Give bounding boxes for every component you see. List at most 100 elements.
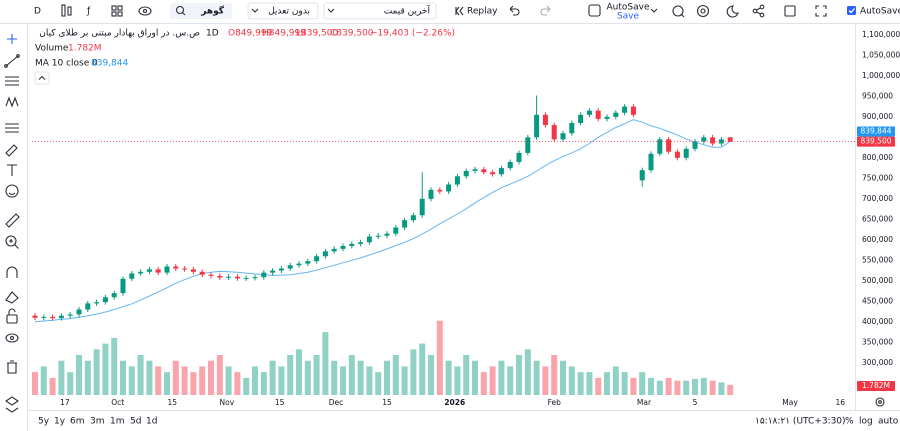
range-button[interactable]: 1y [54,417,66,427]
price-type-dropdown[interactable] [323,2,437,20]
volume-bar [630,377,637,395]
volume-bar [586,372,593,395]
volume-bar [392,355,399,395]
volume-bar [93,349,100,395]
range-button[interactable]: 1d [146,417,157,427]
candle-body [58,315,64,319]
volume-bar [111,337,118,395]
range-button[interactable]: 5d [130,417,141,427]
scale-settings[interactable] [875,397,885,407]
dropdown-arrow [251,8,259,13]
symbol-search-box[interactable] [170,3,232,19]
low-value: L839,500 [296,29,339,39]
search-icon [175,5,186,16]
candle-body [437,189,443,192]
candle-body [226,276,232,278]
range-button[interactable]: 3m [90,417,105,427]
collapse-legend-button[interactable] [34,71,50,85]
percent-toggle[interactable]: % [845,417,854,427]
volume-bar [480,372,487,395]
adjustment-dropdown[interactable] [247,2,319,20]
volume-bar [287,355,294,395]
x-tick-label: 5 [693,398,698,407]
auto-toggle[interactable]: auto [878,417,899,427]
candle-body [507,161,513,169]
volume-bar [348,355,355,395]
save-dropdown-arrow[interactable] [650,8,658,13]
autosave-checkbox[interactable] [847,6,856,15]
ma-price-tag [857,126,895,137]
volume-bar [489,366,496,395]
volume-bar [172,360,179,395]
candle-body [173,266,179,269]
undo-button[interactable] [509,5,520,16]
candle-body [648,153,654,171]
volume-bar [507,366,514,395]
layout-button[interactable] [111,5,123,17]
candle-body [76,309,82,315]
volume-bar [251,366,258,395]
y-tick-label: 600,000 [862,235,893,244]
x-tick-label: 2026 [444,398,465,407]
candle-body [710,137,716,144]
candle-body [331,248,337,252]
share-button[interactable] [752,4,765,18]
candle-body [340,245,346,249]
price-type-text[interactable]: آخرین قیمت [384,5,431,17]
volume-bar [199,366,206,395]
candle-body [366,236,372,243]
candle-body [102,297,108,303]
range-button[interactable]: 5y [38,417,50,427]
volume-bar [243,377,250,395]
candle-body [234,276,240,279]
candle-body [490,172,496,175]
x-tick-label: 15 [275,398,285,407]
theme-button[interactable] [726,5,739,18]
layout-save-icon[interactable] [588,4,601,17]
drawing-tools[interactable] [4,34,20,413]
candle-body [595,110,601,119]
range-bar: 5y 1y 6m 3m 1m 5d 1d [38,417,157,427]
snapshot-button[interactable] [784,5,796,17]
x-tick-label: Feb [548,398,562,407]
y-tick-label: 800,000 [862,153,893,162]
candle-body [270,270,276,273]
adjustment-text[interactable]: بدون تعدیل [268,7,310,17]
candle-body [164,266,170,273]
candle-body [199,271,205,275]
volume-bar [384,360,391,395]
chart-type-button[interactable] [61,4,72,17]
candle-body [472,169,478,171]
autosave-label[interactable]: AutoSave [607,3,650,13]
candle-body [551,125,557,140]
volume-bar [577,372,584,395]
candle-body [129,273,135,279]
candle-body [402,220,408,228]
autosave-toggle-label[interactable]: AutoSave [860,7,900,17]
redo-button[interactable] [540,5,551,16]
fullscreen-button[interactable] [815,5,827,17]
volume-bar [709,380,716,395]
candle-body [208,274,214,276]
volume-bar [639,372,646,395]
replay-button[interactable]: Replay [467,7,498,17]
range-button[interactable]: 1m [110,417,125,427]
ma-legend-value: 839,844 [91,59,128,69]
settings-button[interactable] [696,4,710,18]
interval-button[interactable]: D [34,7,41,17]
volume-bar [146,360,153,395]
alert-button[interactable] [672,5,685,18]
ma-legend: MA 10 close 0 [35,59,98,69]
volume-bar [128,366,135,395]
indicators-button[interactable]: ƒ [86,7,91,17]
log-toggle[interactable]: log [859,417,873,427]
symbol-search-text[interactable]: گوهر [200,5,224,17]
candle-body [322,251,328,257]
save-label[interactable]: Save [617,12,640,22]
range-button[interactable]: 6m [70,417,85,427]
y-tick-label: 1,100,000 [862,30,900,39]
visibility-button[interactable] [138,6,152,16]
volume-bar [137,355,144,395]
candle-body [146,269,152,272]
y-tick-label: 900,000 [862,112,893,121]
